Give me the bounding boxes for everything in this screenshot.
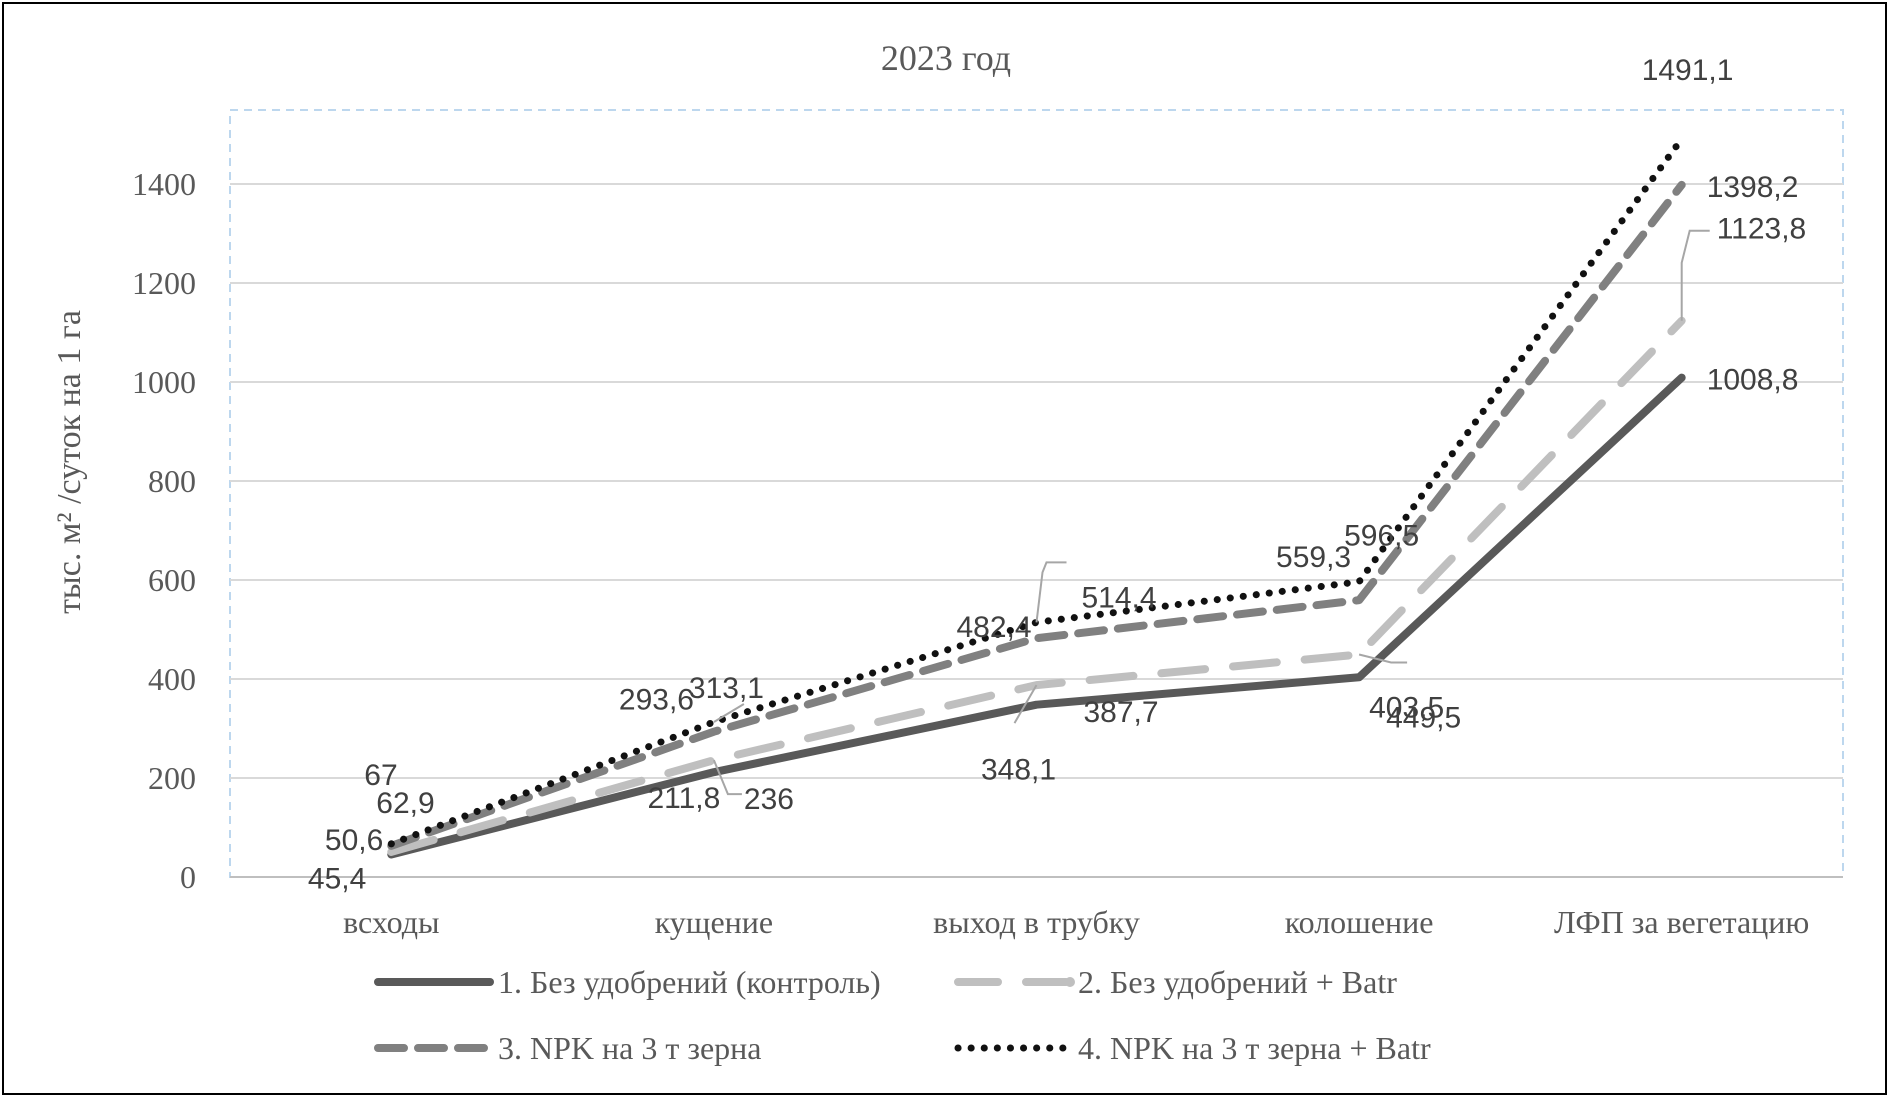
y-tick-label: 600 [148,562,196,598]
legend-marker-dot [1065,977,1075,987]
y-tick-label: 800 [148,463,196,499]
chart-title: 2023 год [881,38,1011,78]
data-label: 236 [744,783,794,816]
data-label: 1008,8 [1707,364,1799,397]
data-label: 596,5 [1344,520,1419,553]
x-category-label: всходы [343,904,439,940]
y-axis-ticks: 0 200 400 600 800 1000 1200 1400 [132,166,196,895]
label-leader-line [1035,561,1067,623]
data-label: 1491,1 [1642,54,1734,87]
data-label: 67 [364,759,397,792]
data-label: 559,3 [1276,541,1351,574]
series-lines [387,135,1686,859]
data-label: 1398,2 [1707,171,1799,204]
data-label: 449,5 [1386,701,1461,734]
label-leader-line [1013,684,1038,724]
y-tick-label: 1200 [132,265,196,301]
data-label: 45,4 [308,863,366,896]
x-axis-categories: всходы кущение выход в трубку колошение ЛФП … [343,904,1809,940]
y-axis-label: тыс. м² /суток на 1 га [51,310,88,614]
x-category-label: выход в трубку [933,904,1140,940]
legend: 1. Без удобрений (контроль) 2. Без удобре… [374,964,1431,1066]
series-line-4 [387,135,1686,848]
y-tick-label: 400 [148,661,196,697]
y-tick-label: 1000 [132,364,196,400]
label-leader-lines [712,229,1710,796]
legend-label-2: 2. Без удобрений + Batr [1078,964,1397,1000]
data-label: 211,8 [647,782,720,815]
y-tick-label: 1400 [132,166,196,202]
label-leader-line [713,703,745,723]
data-label: 1123,8 [1717,213,1807,246]
label-leader-line [712,759,742,796]
data-label: 514,4 [1082,581,1157,614]
data-label: 50,6 [325,824,383,857]
label-leader-line [1358,653,1408,664]
y-tick-label: 0 [180,859,196,895]
series-line-3 [387,180,1686,850]
data-label: 387,7 [1084,696,1159,729]
data-label: 403,5 [1369,691,1444,724]
data-label: 482,4 [957,611,1032,644]
y-tick-label: 200 [148,760,196,796]
series-line-1 [387,373,1686,859]
legend-label-1: 1. Без удобрений (контроль) [498,964,881,1000]
data-label: 348,1 [981,754,1056,787]
legend-label-4: 4. NPK на 3 т зерна + Batr [1078,1030,1431,1066]
label-leader-line [1680,229,1710,321]
data-label: 62,9 [376,787,434,820]
x-category-label: колошение [1285,904,1434,940]
data-labels: 45,4 211,8 348,1 403,5 1008,8 50,6 236 387,7 449… [308,54,1806,896]
x-category-label: кущение [655,904,773,940]
data-label: 293,6 [619,684,694,717]
legend-label-3: 3. NPK на 3 т зерна [498,1030,762,1066]
data-label: 313,1 [689,672,764,705]
x-category-label: ЛФП за вегетацию [1554,904,1809,940]
